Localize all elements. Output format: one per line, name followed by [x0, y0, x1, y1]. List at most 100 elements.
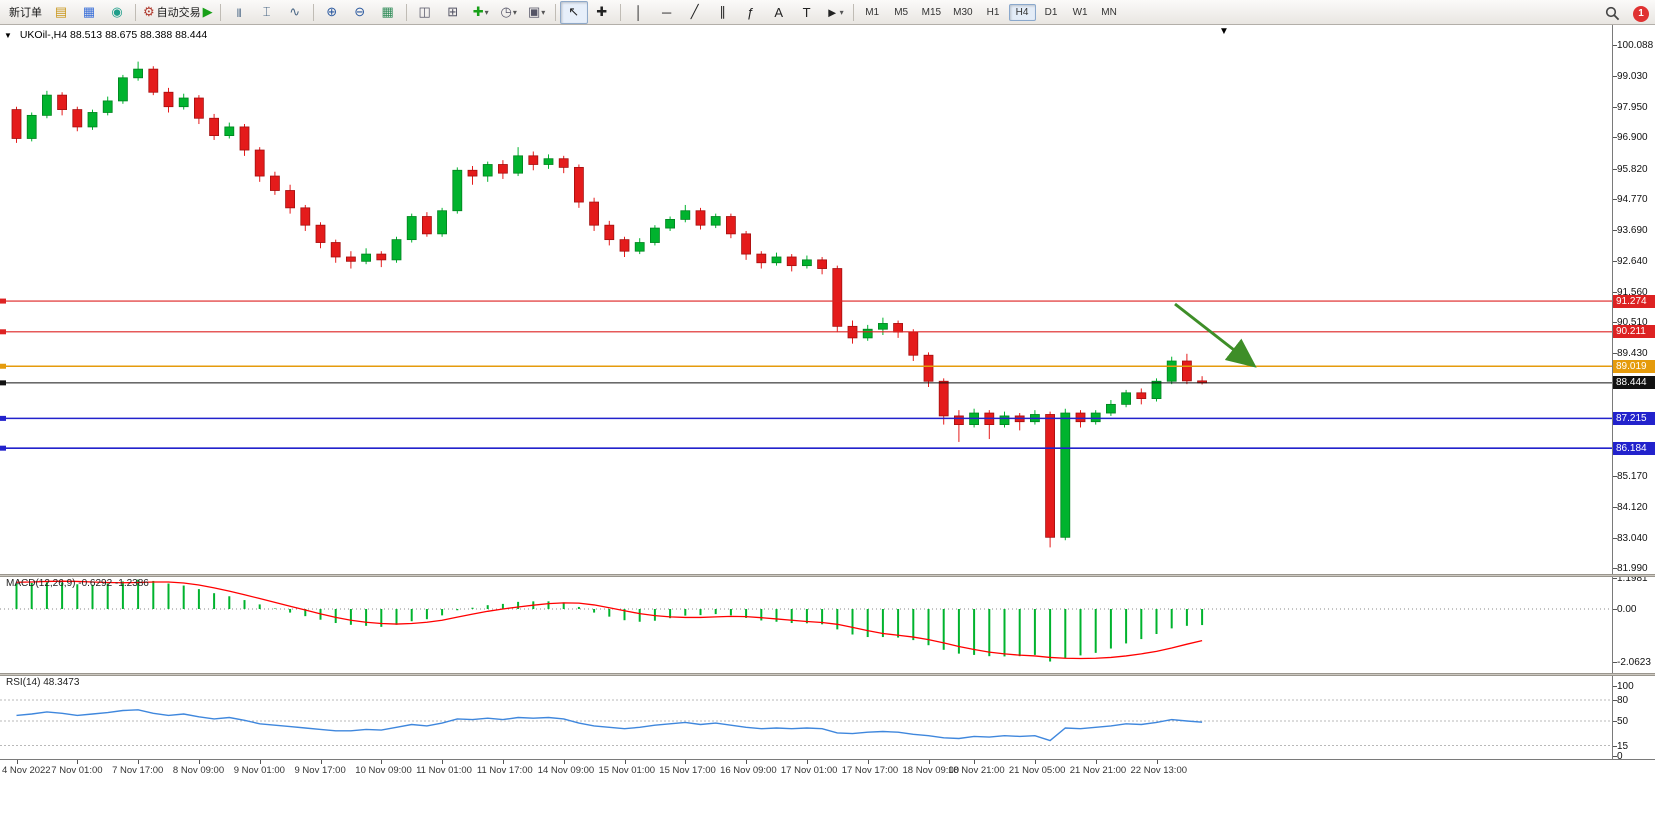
timeframe-m15[interactable]: M15 — [921, 6, 942, 18]
panel-splitter[interactable] — [0, 673, 1655, 676]
text-icon[interactable]: A — [765, 1, 793, 24]
tile-windows-icon: ◫ — [418, 4, 431, 19]
toolbar-items: 新订单 ▤ ▦ ◉ ⚙ 自动交易 ▶ ||| ⌶ ∿ ⊕ ⊖ ▦ ◫ ⊞ ✚ ▾ ◷ ▾ ▣ ▾ ↖ ✚ │ ─ ╱ ∥ ƒ A T ► ▾ M… — [4, 0, 1124, 24]
timeframe-m5[interactable]: M5 — [894, 6, 909, 18]
new-order-button-label: 新订单 — [9, 7, 42, 19]
cursor-icon[interactable]: ↖ — [559, 0, 588, 24]
new-chart-icon[interactable]: ⊞ — [439, 1, 467, 24]
rsi-value: 48.3473 — [43, 677, 80, 688]
indicators-icon[interactable]: ✚ ▾ — [472, 4, 489, 19]
chart-list-icon[interactable]: ▤ — [47, 1, 75, 24]
arrows-icon[interactable]: ► ▾ — [825, 4, 844, 20]
timeframe-w1[interactable]: W1 — [1072, 6, 1088, 18]
crosshair-icon: ✚ — [596, 4, 608, 19]
navigator-icon[interactable]: ◉ — [103, 1, 131, 24]
tile-windows-icon[interactable]: ◫ — [411, 1, 439, 24]
axis-tick — [1613, 745, 1617, 747]
timeframe-d1[interactable]: D1 — [1044, 6, 1058, 18]
time-axis-label: 16 Nov 09:00 — [720, 765, 777, 776]
panel-splitter[interactable] — [0, 574, 1655, 577]
rsi-axis-label: 0 — [1617, 751, 1623, 762]
toolbar-separator — [554, 3, 556, 21]
channel-icon[interactable]: ∥ — [709, 1, 737, 24]
crosshair-icon[interactable]: ✚ — [588, 1, 616, 24]
price-tag-90.211[interactable]: 90.211 — [1613, 325, 1655, 339]
timeframe-m1[interactable]: M1 — [865, 6, 880, 18]
timeframe-m30[interactable]: M30 — [953, 6, 973, 18]
label-icon[interactable]: T — [793, 1, 821, 24]
autotrading-button-label: 自动交易 — [156, 7, 201, 19]
grid-icon[interactable]: ▦ — [374, 1, 402, 24]
axis-tick — [1613, 506, 1617, 508]
price-axis[interactable]: 100.088 99.030 97.950 96.900 95.820 94.770 93.… — [1612, 25, 1655, 762]
main-chart-canvas[interactable] — [0, 25, 1612, 574]
price-tag-91.274[interactable]: 91.274 — [1613, 294, 1655, 308]
toolbar-separator — [135, 3, 136, 21]
candlestick-chart-icon[interactable]: ⌶ — [253, 1, 281, 24]
price-tag-87.215[interactable]: 87.215 — [1613, 411, 1655, 425]
toolbar-separator — [852, 3, 854, 21]
time-axis-tick — [746, 760, 748, 764]
axis-tick — [1613, 609, 1617, 610]
periods-icon[interactable]: ◷ ▾ — [500, 4, 517, 19]
price-tag-89.019[interactable]: 89.019 — [1613, 359, 1655, 373]
new-order-button[interactable]: 新订单 — [4, 1, 47, 24]
time-axis[interactable]: 4 Nov 2022 7 Nov 01:00 7 Nov 17:00 8 Nov 09… — [0, 759, 1655, 781]
axis-tick — [1613, 661, 1617, 663]
time-axis-label: 22 Nov 13:00 — [1130, 765, 1188, 776]
rsi-axis-label: 50 — [1617, 716, 1629, 727]
arrows-icon: ► — [825, 4, 839, 20]
autotrading-button[interactable]: ⚙ 自动交易 ▶ — [140, 1, 216, 24]
macd-canvas[interactable] — [0, 577, 1612, 673]
price-axis-label: 100.088 — [1617, 40, 1654, 52]
fibonacci-icon[interactable]: ƒ — [737, 1, 765, 24]
time-axis-label: 14 Nov 09:00 — [537, 765, 595, 776]
notification-badge[interactable]: 1 — [1633, 5, 1649, 22]
new-chart-icon: ⊞ — [447, 4, 459, 19]
time-axis-label: 7 Nov 01:00 — [51, 765, 103, 776]
time-axis-tick — [563, 760, 565, 764]
templates-icon[interactable]: ▣ ▾ — [528, 4, 546, 19]
macd-axis-label: 1.1981 — [1617, 573, 1648, 585]
chart-list-icon: ▤ — [54, 4, 68, 19]
toolbar-separator — [405, 3, 407, 21]
axis-tick — [1613, 353, 1617, 355]
price-tag-86.184[interactable]: 86.184 — [1613, 441, 1655, 455]
chart-shift-marker-icon[interactable]: ▼ — [1219, 26, 1229, 37]
time-axis-tick — [928, 760, 930, 764]
search-icon[interactable] — [1598, 2, 1626, 25]
timeframe-h4[interactable]: H4 — [1008, 3, 1036, 21]
macd-panel[interactable]: MACD(12,26,9) -0.6292 -1.2386 — [0, 577, 1612, 673]
time-axis-label: 11 Nov 17:00 — [476, 765, 533, 776]
timeframe-mn[interactable]: MN — [1101, 6, 1117, 18]
zoom-out-icon[interactable]: ⊖ — [346, 1, 374, 24]
zoom-in-icon[interactable]: ⊕ — [318, 1, 346, 24]
bar-chart-icon[interactable]: ||| — [225, 1, 253, 24]
timeframe-h1[interactable]: H1 — [986, 6, 1000, 18]
line-chart-icon[interactable]: ∿ — [281, 1, 309, 24]
autotrading-button: ⚙ — [143, 4, 155, 19]
axis-tick — [1613, 107, 1617, 109]
price-axis-label: 95.820 — [1617, 163, 1648, 175]
main-chart-panel[interactable]: ▼ UKOil-,H4 88.513 88.675 88.388 88.444 … — [0, 25, 1612, 574]
rsi-canvas[interactable] — [0, 676, 1612, 759]
price-tag-88.444[interactable]: 88.444 — [1613, 376, 1655, 390]
price-axis-label: 90.510 — [1617, 317, 1648, 329]
macd-axis-label: -2.0623 — [1617, 656, 1651, 668]
market-watch-icon[interactable]: ▦ — [75, 1, 103, 24]
horizontal-line-icon[interactable]: ─ — [653, 1, 681, 24]
line-chart-icon: ∿ — [289, 4, 301, 19]
vertical-line-icon[interactable]: │ — [625, 1, 653, 24]
price-axis-label: 84.120 — [1617, 501, 1648, 513]
market-watch-icon: ▦ — [82, 4, 96, 19]
trendline-icon[interactable]: ╱ — [681, 1, 709, 24]
rsi-panel[interactable]: RSI(14) 48.3473 — [0, 676, 1612, 759]
time-axis-tick — [806, 760, 808, 764]
time-axis-label: 21 Nov 05:00 — [1008, 765, 1066, 776]
time-axis-tick — [502, 760, 504, 764]
periods-icon: ◷ — [500, 4, 512, 19]
price-axis-label: 99.030 — [1617, 70, 1648, 82]
chart-dropdown-icon[interactable]: ▼ — [4, 31, 12, 40]
axis-tick — [1613, 75, 1617, 77]
price-axis-label: 92.640 — [1617, 255, 1648, 267]
